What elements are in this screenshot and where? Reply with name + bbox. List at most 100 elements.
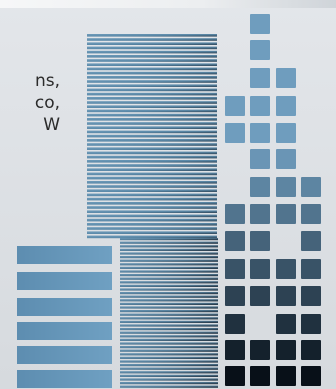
tall-stripe bbox=[87, 206, 217, 209]
tall-stripe bbox=[87, 38, 217, 41]
grid-block bbox=[250, 14, 270, 34]
mid-stripe bbox=[120, 353, 218, 356]
mid-stripe bbox=[120, 306, 218, 309]
mid-stripe bbox=[120, 277, 218, 280]
mid-stripe bbox=[120, 378, 218, 381]
tall-stripe bbox=[87, 122, 217, 125]
grid-block bbox=[276, 314, 296, 334]
grid-block bbox=[250, 204, 270, 224]
grid-block bbox=[225, 123, 245, 143]
grid-block bbox=[250, 96, 270, 116]
tall-stripe bbox=[87, 105, 217, 108]
mid-stripe bbox=[120, 338, 218, 341]
mid-stripe bbox=[120, 382, 218, 385]
tall-stripe bbox=[87, 189, 217, 192]
tall-stripe bbox=[87, 139, 217, 142]
mid-stripe bbox=[120, 371, 218, 374]
tall-stripe bbox=[87, 88, 217, 92]
grid-block bbox=[250, 123, 270, 143]
left-bar bbox=[17, 370, 112, 388]
grid-block bbox=[301, 204, 321, 224]
grid-block bbox=[250, 149, 270, 169]
tall-stripe bbox=[87, 109, 217, 113]
tall-stripe bbox=[87, 231, 217, 234]
tall-stripe bbox=[87, 92, 217, 96]
left-bar bbox=[17, 346, 112, 364]
mid-stripe bbox=[120, 364, 218, 367]
tall-stripe bbox=[87, 42, 217, 45]
text-line-2: co, bbox=[34, 93, 60, 113]
grid-block bbox=[301, 259, 321, 279]
tall-stripe bbox=[87, 126, 217, 129]
grid-block bbox=[250, 259, 270, 279]
mid-stripe bbox=[120, 270, 218, 273]
grid-block bbox=[301, 286, 321, 306]
tall-stripe bbox=[87, 134, 217, 138]
tall-stripe bbox=[87, 214, 217, 218]
tall-stripe-column bbox=[87, 34, 217, 239]
grid-block bbox=[276, 149, 296, 169]
mid-stripe bbox=[120, 374, 218, 377]
mid-stripe bbox=[120, 241, 218, 244]
mid-stripe bbox=[120, 274, 218, 277]
mid-stripe bbox=[120, 313, 218, 316]
grid-block bbox=[250, 231, 270, 251]
mid-stripe bbox=[120, 331, 218, 334]
mid-stripe bbox=[120, 238, 218, 241]
square-block-grid bbox=[225, 14, 321, 386]
grid-block bbox=[250, 340, 270, 360]
tall-stripe bbox=[87, 151, 217, 155]
mid-stripe bbox=[120, 263, 218, 266]
grid-block bbox=[225, 366, 245, 386]
grid-block bbox=[276, 366, 296, 386]
tall-stripe bbox=[87, 202, 217, 205]
grid-block bbox=[250, 68, 270, 88]
grid-block bbox=[225, 314, 245, 334]
mid-stripe bbox=[120, 367, 218, 370]
mid-stripe bbox=[120, 245, 218, 248]
mid-stripe bbox=[120, 281, 218, 284]
tall-stripe bbox=[87, 46, 217, 50]
mid-stripe bbox=[120, 256, 218, 259]
mid-stripe bbox=[120, 292, 218, 295]
grid-block bbox=[250, 40, 270, 60]
text-line-1: ns, bbox=[34, 71, 60, 91]
grid-block bbox=[301, 366, 321, 386]
tall-stripe bbox=[87, 193, 217, 197]
grid-block bbox=[250, 366, 270, 386]
grid-block bbox=[301, 177, 321, 197]
text-line-3: W bbox=[43, 115, 60, 135]
tall-stripe bbox=[87, 210, 217, 213]
mid-stripe bbox=[120, 324, 218, 327]
tall-stripe bbox=[87, 34, 217, 37]
mid-stripe bbox=[120, 342, 218, 345]
mid-stripe bbox=[120, 302, 218, 305]
tall-stripe bbox=[87, 218, 217, 222]
mid-stripe bbox=[120, 349, 218, 352]
mid-stripe bbox=[120, 266, 218, 269]
grid-block bbox=[276, 96, 296, 116]
mid-stripe bbox=[120, 284, 218, 287]
tall-stripe bbox=[87, 172, 217, 176]
tall-stripe bbox=[87, 130, 217, 134]
tall-stripe bbox=[87, 160, 217, 163]
mid-stripe bbox=[120, 310, 218, 313]
grid-block bbox=[276, 340, 296, 360]
grid-block bbox=[301, 340, 321, 360]
grid-block bbox=[276, 204, 296, 224]
tall-stripe bbox=[87, 63, 217, 66]
grid-block bbox=[276, 68, 296, 88]
grid-block bbox=[276, 177, 296, 197]
tall-stripe bbox=[87, 101, 217, 104]
mid-stripe bbox=[120, 299, 218, 302]
left-bar bbox=[17, 246, 112, 264]
grid-block bbox=[301, 314, 321, 334]
tall-stripe bbox=[87, 197, 217, 201]
mid-stripe bbox=[120, 320, 218, 323]
grid-block bbox=[276, 123, 296, 143]
tall-stripe bbox=[87, 168, 217, 171]
mid-stripe bbox=[120, 346, 218, 349]
mid-stripe bbox=[120, 356, 218, 359]
